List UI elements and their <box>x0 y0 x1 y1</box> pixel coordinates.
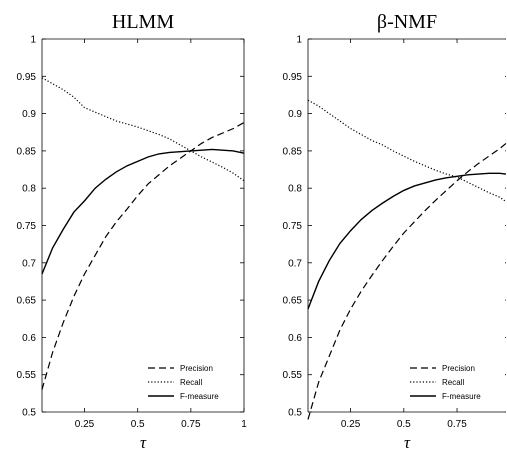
x-tick-label: 1 <box>241 419 247 430</box>
y-tick-label: 0.7 <box>22 258 36 269</box>
y-tick-label: 0.6 <box>288 333 302 344</box>
y-tick-label: 0.55 <box>283 370 303 381</box>
y-tick-label: 0.5 <box>22 408 36 419</box>
x-tick-label: 0.75 <box>447 419 467 430</box>
y-tick-label: 0.75 <box>283 221 303 232</box>
y-tick-label: 0.5 <box>288 408 302 419</box>
chart-panel-1: HLMM 0.5 0.55 0.6 0.65 0.7 0.75 0.8 0.85 0.9 0.95 1… <box>17 11 248 451</box>
legend-label: Recall <box>180 378 202 387</box>
y-tick-label: 0.65 <box>283 296 303 307</box>
y-tick-label: 1 <box>30 35 36 46</box>
series-line-recall <box>307 99 507 203</box>
y-tick-label: 0.55 <box>17 370 37 381</box>
chart-panel-2: β-NMF 0.5 0.55 0.6 0.65 0.7 0.75 0.8 0.85 0.9 0.95… <box>283 11 507 451</box>
series-line-f-measure <box>307 172 507 310</box>
x-axis-label: τ <box>404 433 411 451</box>
legend-label: F-measure <box>180 392 219 401</box>
y-tick-label: 0.7 <box>288 258 302 269</box>
series-line-f-measure <box>41 148 245 275</box>
x-tick-label: 0.5 <box>131 419 145 430</box>
series-line-precision <box>41 122 245 390</box>
chart-title: β-NMF <box>377 11 437 33</box>
series-line-recall <box>41 77 245 182</box>
y-tick-label: 0.8 <box>288 184 302 195</box>
y-tick-label: 0.85 <box>17 146 37 157</box>
y-tick-label: 0.65 <box>17 296 37 307</box>
y-tick-label: 0.9 <box>288 109 302 120</box>
y-tick-label: 0.8 <box>22 184 36 195</box>
y-tick-label: 0.95 <box>17 72 37 83</box>
y-tick-label: 0.6 <box>22 333 36 344</box>
x-tick-label: 0.25 <box>341 419 361 430</box>
y-tick-label: 0.85 <box>283 146 303 157</box>
chart-title: HLMM <box>112 11 174 33</box>
legend-label: Recall <box>442 378 464 387</box>
y-tick-label: 0.9 <box>22 109 36 120</box>
y-tick-label: 0.95 <box>283 72 303 83</box>
legend-label: F-measure <box>442 392 481 401</box>
x-axis-label: τ <box>140 433 147 451</box>
y-tick-label: 1 <box>296 35 302 46</box>
legend-label: Precision <box>180 364 213 373</box>
x-tick-label: 0.5 <box>397 419 411 430</box>
y-tick-label: 0.75 <box>17 221 37 232</box>
legend-label: Precision <box>442 364 475 373</box>
x-tick-label: 0.75 <box>181 419 201 430</box>
series-line-precision <box>307 142 507 420</box>
x-tick-label: 0.25 <box>75 419 95 430</box>
